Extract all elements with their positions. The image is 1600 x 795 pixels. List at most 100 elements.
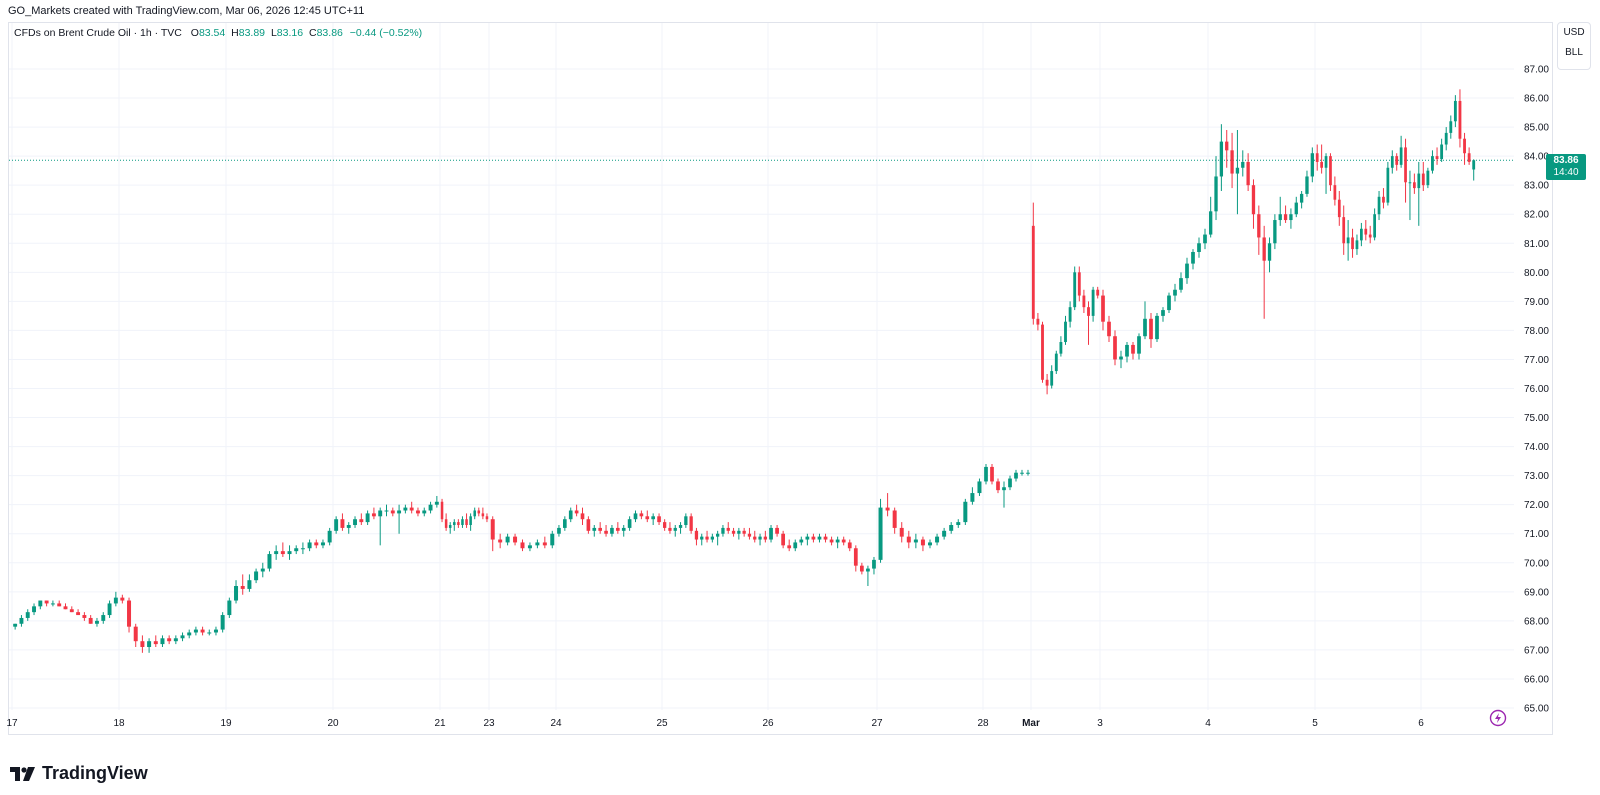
- candle-body: [32, 606, 36, 613]
- candle: [365, 510, 370, 526]
- candle-body: [1360, 228, 1363, 241]
- candle: [942, 527, 947, 540]
- candle-body: [1225, 141, 1229, 151]
- candle: [673, 525, 677, 537]
- candle: [173, 635, 178, 645]
- candle-body: [705, 536, 709, 540]
- candle: [416, 507, 420, 517]
- candle: [1131, 342, 1135, 360]
- candle: [327, 527, 332, 546]
- candle-body: [287, 551, 292, 555]
- candle-body: [726, 527, 730, 531]
- candle-body: [668, 527, 672, 531]
- candle-body: [465, 519, 468, 526]
- legend-high: 83.89: [238, 27, 266, 39]
- candle-body: [984, 466, 988, 482]
- legend-low-label: L: [270, 27, 277, 39]
- candle-body: [639, 513, 644, 517]
- candle: [1289, 208, 1293, 229]
- time-tick-label: 4: [1205, 718, 1211, 729]
- candle-body: [1368, 234, 1372, 238]
- candle: [1059, 336, 1063, 357]
- time-tick-label: Mar: [1022, 718, 1040, 729]
- candle: [949, 522, 954, 534]
- candle-body: [1230, 150, 1234, 174]
- candle: [133, 623, 138, 648]
- candle-body: [101, 615, 106, 621]
- candle: [1045, 373, 1049, 395]
- candle: [913, 533, 918, 549]
- candle: [213, 626, 218, 636]
- candle-body: [1408, 182, 1412, 184]
- candle-body: [651, 516, 655, 520]
- candle: [25, 609, 30, 621]
- candle: [44, 600, 49, 607]
- candle: [935, 533, 940, 546]
- candle-body: [76, 612, 81, 616]
- chart-frame[interactable]: [8, 22, 1553, 735]
- candle: [1091, 286, 1095, 322]
- candle: [1382, 188, 1385, 209]
- candle-body: [1472, 160, 1476, 170]
- candle: [76, 609, 81, 616]
- candle: [160, 635, 165, 648]
- candle: [823, 533, 828, 543]
- candle-body: [956, 522, 961, 526]
- tradingview-logo[interactable]: TradingView: [10, 763, 148, 784]
- candle: [899, 522, 904, 543]
- candle-body: [378, 510, 383, 517]
- candle-body: [949, 525, 954, 531]
- candle: [359, 513, 364, 526]
- candle: [153, 635, 158, 648]
- candle-body: [716, 533, 720, 537]
- candle-body: [1386, 167, 1390, 203]
- candle: [334, 516, 339, 534]
- candle: [811, 533, 816, 543]
- candle: [440, 498, 444, 523]
- candle-body: [604, 530, 608, 534]
- price-unit-selector[interactable]: USD BLL: [1557, 22, 1591, 70]
- candle: [1197, 237, 1201, 258]
- candle-body: [200, 629, 205, 633]
- candle-body: [1315, 153, 1319, 162]
- candle-body: [1113, 336, 1117, 360]
- candle-body: [428, 504, 433, 511]
- candle-body: [1197, 243, 1201, 252]
- candle: [1417, 161, 1421, 226]
- candle-body: [977, 481, 982, 494]
- candle-body: [403, 507, 408, 511]
- candle-body: [1390, 156, 1394, 168]
- candle: [1155, 312, 1159, 343]
- candle-body: [95, 620, 99, 624]
- candle: [737, 527, 741, 540]
- candle: [557, 525, 561, 537]
- candle-body: [1257, 214, 1261, 238]
- candle: [50, 600, 55, 607]
- candle-body: [1278, 214, 1282, 221]
- candle: [1404, 138, 1407, 203]
- candle: [885, 493, 890, 517]
- candle-body: [127, 600, 132, 627]
- candle-body: [1333, 185, 1337, 200]
- candle: [1273, 214, 1277, 250]
- candle-body: [434, 501, 439, 505]
- candle: [1087, 301, 1090, 345]
- candle-body: [1041, 324, 1044, 380]
- candle: [320, 539, 325, 549]
- candle-body: [535, 542, 540, 546]
- candle: [371, 507, 376, 520]
- lightning-bolt-icon[interactable]: [1489, 709, 1507, 727]
- candle-body: [799, 539, 804, 543]
- candle: [147, 638, 152, 653]
- candle: [657, 513, 661, 526]
- candle-body: [353, 519, 357, 526]
- candle-body: [240, 586, 245, 589]
- candle: [906, 530, 911, 549]
- candle: [187, 629, 192, 639]
- candle: [742, 527, 746, 537]
- candle-body: [645, 516, 650, 520]
- candle: [1294, 196, 1298, 218]
- candle: [872, 556, 876, 575]
- legend-close-label: C: [309, 27, 317, 39]
